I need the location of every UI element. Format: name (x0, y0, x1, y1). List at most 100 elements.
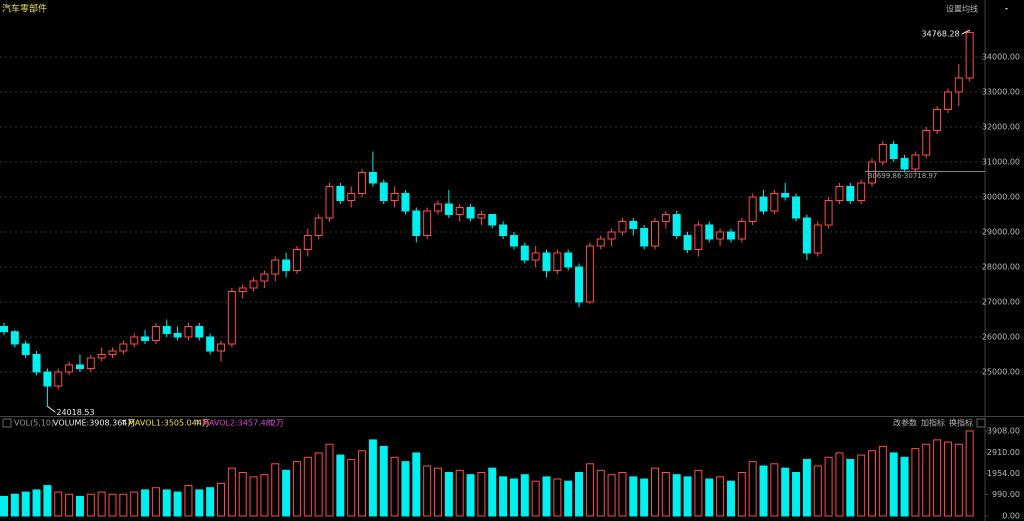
candle-body (575, 266, 584, 303)
candle-body (726, 231, 735, 240)
volume-bar (651, 467, 659, 517)
candle-body (661, 214, 670, 222)
volume-bar (260, 474, 269, 517)
candle-body (499, 224, 508, 236)
candle-body (97, 353, 106, 359)
volume-bar (781, 467, 790, 517)
volume-bar (629, 476, 638, 517)
volume-bar (21, 491, 30, 517)
y-tick-label: 25000.00 (982, 367, 1020, 376)
candle-body (151, 325, 160, 341)
y-tick-label: 33000.00 (982, 88, 1020, 97)
volume-bar (683, 476, 692, 517)
candle-body (130, 336, 139, 345)
volume-bar (531, 480, 540, 517)
volume-bar (694, 469, 703, 517)
volume-bar (444, 472, 453, 517)
volume-bar (564, 480, 573, 517)
volume-bar (336, 454, 345, 517)
volume-bar (802, 458, 811, 517)
volume-bar (965, 430, 974, 517)
y-tick-label: 2910.00 (987, 448, 1020, 457)
volume-bar (922, 443, 931, 517)
volume-bar (868, 450, 876, 517)
close-button[interactable] (976, 418, 986, 428)
candle-body (509, 234, 518, 247)
candle-body (303, 234, 312, 250)
candle-body (195, 325, 204, 338)
volume-bar (900, 456, 909, 517)
volume-bar (108, 493, 117, 517)
candle-body (564, 252, 573, 268)
candle-body (379, 182, 388, 202)
volume-bar (368, 439, 377, 517)
volume-bar (596, 469, 605, 517)
y-tick-label: 30000.00 (982, 193, 1020, 202)
candle-body (607, 231, 616, 240)
volume-bar (0, 495, 8, 517)
volume-bar (813, 465, 822, 517)
volume-bar (824, 456, 833, 517)
candle-body (759, 196, 768, 212)
volume-bar (423, 465, 432, 517)
volume-bar (499, 476, 508, 517)
candle-body (238, 287, 247, 292)
volume-bar (195, 489, 204, 517)
volume-bar (618, 472, 627, 517)
dropdown-arrow (1005, 8, 1008, 10)
candle-body (520, 245, 529, 261)
candle-body (282, 259, 291, 271)
volume-bar (314, 452, 323, 517)
volume-bar (737, 472, 746, 517)
volume-bar (325, 443, 334, 517)
candle-body (10, 331, 19, 345)
toolbar-button[interactable]: 换指标 (949, 418, 973, 428)
candle-body (466, 207, 475, 219)
candle-body (792, 196, 801, 219)
candle-body (629, 220, 638, 229)
candle-body (868, 161, 876, 184)
y-tick-label: 0.00 (1002, 511, 1020, 520)
volume-bar (97, 491, 106, 517)
toolbar-button[interactable]: 改参数 (893, 418, 917, 428)
volume-bar (585, 463, 594, 517)
y-tick-label: 3908.00 (987, 427, 1020, 436)
ma-button[interactable]: 设置均线 (946, 4, 978, 14)
y-tick-label: 32000.00 (982, 123, 1020, 132)
y-tick-label: 29000.00 (982, 227, 1020, 236)
volume-bar (217, 482, 225, 517)
volume-bar (640, 478, 649, 517)
high-pointer (961, 29, 970, 35)
candle-body (748, 196, 757, 222)
volume-bar (86, 493, 95, 517)
candle-body (943, 91, 952, 111)
candle-body (434, 203, 442, 212)
panel-toggle[interactable] (2, 418, 12, 428)
candle-body (672, 214, 681, 236)
volume-bar (162, 489, 171, 517)
volume-bar (878, 445, 887, 517)
candle-body (0, 325, 8, 333)
volume-bar (271, 463, 280, 517)
candle-body (770, 193, 779, 212)
candle-body (488, 214, 497, 226)
toolbar-button[interactable]: 加指标 (921, 418, 945, 428)
title: 汽车零部件 (2, 3, 47, 15)
volume-bar (520, 474, 529, 517)
y-tick-label: 34000.00 (982, 53, 1020, 62)
candle-body (640, 227, 649, 247)
volume-bar (770, 463, 779, 517)
volume-bar (10, 493, 19, 517)
candle-body (846, 186, 855, 202)
volume-bar (835, 452, 844, 517)
candle-body (401, 193, 410, 212)
volume-bar (303, 456, 312, 517)
candle-body (737, 220, 746, 240)
volume-bar (65, 493, 74, 517)
volume-bar (249, 476, 258, 517)
volume-bar (954, 443, 963, 517)
volume-bar (390, 456, 399, 517)
volume-bar (130, 491, 139, 517)
y-tick-label: 990.00 (992, 490, 1020, 499)
volume-bar (911, 448, 920, 517)
